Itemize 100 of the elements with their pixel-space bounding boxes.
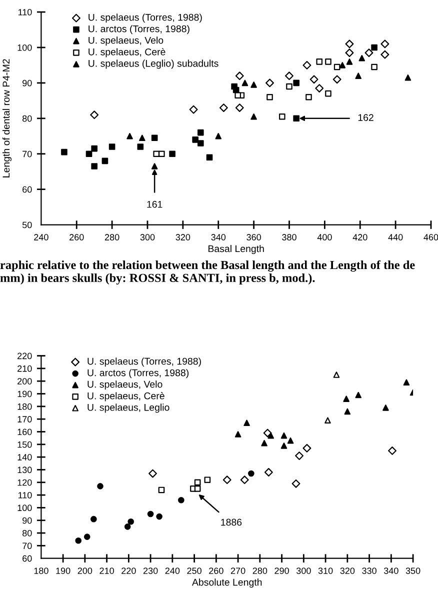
point xyxy=(334,64,340,70)
y-tick-label: 130 xyxy=(18,466,32,474)
point xyxy=(345,40,354,48)
point xyxy=(91,145,98,152)
y-axis-title: Length of dental row P4-M2 xyxy=(2,59,12,178)
point xyxy=(268,432,274,439)
point xyxy=(292,479,300,488)
y-tick-label: 70 xyxy=(22,150,32,158)
point xyxy=(316,58,323,65)
y-tick-label: 210 xyxy=(18,365,32,372)
point xyxy=(355,72,362,79)
text: mm) in bears skulls (by: ROSSI & SANTI, in press b, mod.). xyxy=(0,273,315,285)
point xyxy=(315,84,324,92)
x-tick-label: 230 xyxy=(143,568,158,574)
point xyxy=(371,44,378,51)
x-tick-label: 330 xyxy=(362,568,376,574)
y-tick-label: 220 xyxy=(18,352,32,360)
point xyxy=(197,129,204,136)
x-tick-label: 290 xyxy=(274,568,289,574)
y-tick-label: 190 xyxy=(18,390,32,398)
legend-label: U. spelaeus, Cerè xyxy=(88,48,166,58)
point xyxy=(380,50,390,59)
point xyxy=(325,90,332,97)
y-tick-label: 140 xyxy=(18,454,32,460)
point xyxy=(287,437,294,444)
x-tick-label: 440 xyxy=(388,234,403,240)
point xyxy=(222,476,232,484)
point xyxy=(266,94,273,100)
point xyxy=(235,72,244,80)
point xyxy=(293,115,300,122)
y-tick-label: 60 xyxy=(22,186,32,193)
point xyxy=(264,468,273,476)
point xyxy=(61,148,68,156)
point xyxy=(343,396,350,402)
point xyxy=(279,113,286,120)
point xyxy=(124,524,131,530)
point xyxy=(158,486,165,494)
y-tick-label: 110 xyxy=(18,8,32,16)
point xyxy=(108,144,116,150)
x-tick-label: 210 xyxy=(100,568,114,574)
point xyxy=(126,132,133,140)
legend-label: U. spelaeus (Leglio) subadults xyxy=(88,60,218,69)
y-tick-label: 50 xyxy=(22,222,32,228)
point xyxy=(97,483,104,490)
point xyxy=(84,534,90,540)
x-tick-label: 420 xyxy=(352,234,368,240)
annotation: 162 xyxy=(358,114,374,122)
point xyxy=(302,60,312,70)
y-tick-label: 170 xyxy=(18,416,32,422)
point xyxy=(333,372,340,378)
point xyxy=(286,83,292,90)
point xyxy=(345,48,354,58)
x-tick-label: 340 xyxy=(211,234,226,240)
legend-label: U. arctos (Torres, 1988) xyxy=(88,369,188,378)
x-tick-label: 360 xyxy=(246,234,261,240)
x-tick-label: 300 xyxy=(296,568,311,574)
x-tick-label: 280 xyxy=(252,568,268,574)
point xyxy=(293,80,300,86)
point xyxy=(194,486,201,492)
annotation: 161 xyxy=(147,200,162,208)
x-tick-label: 350 xyxy=(406,568,420,574)
legend-label: U. arctos (Torres, 1988) xyxy=(88,25,190,34)
x-axis-title: Absolute Length xyxy=(192,578,262,588)
point xyxy=(244,420,250,426)
x-tick-label: 200 xyxy=(78,568,92,574)
legend-label: U. spelaeus, Leglio xyxy=(88,404,170,413)
point xyxy=(189,105,198,114)
point xyxy=(156,513,162,520)
y-tick-label: 70 xyxy=(22,542,32,550)
y-tick-label: 90 xyxy=(22,517,32,524)
x-tick-label: 400 xyxy=(317,234,332,240)
point xyxy=(325,58,332,65)
point xyxy=(250,82,257,88)
point xyxy=(344,408,351,415)
point xyxy=(151,134,158,142)
x-tick-label: 180 xyxy=(34,568,48,574)
x-tick-label: 340 xyxy=(384,568,398,574)
point xyxy=(358,54,366,62)
text: raphic relative to the relation between the Basal length and the Length of the de xyxy=(0,260,415,272)
point xyxy=(302,444,312,452)
x-tick-label: 240 xyxy=(165,568,180,574)
point xyxy=(215,132,222,140)
x-tick-label: 220 xyxy=(122,568,136,574)
point xyxy=(280,432,288,439)
point xyxy=(153,150,160,158)
y-tick-label: 90 xyxy=(22,80,32,86)
point xyxy=(90,110,99,120)
point xyxy=(234,431,242,438)
x-tick-label: 260 xyxy=(70,234,84,240)
y-tick-label: 80 xyxy=(22,115,32,122)
point xyxy=(148,469,157,478)
point xyxy=(371,64,378,70)
x-tick-label: 280 xyxy=(104,234,120,240)
point xyxy=(137,144,144,150)
y-tick-label: 180 xyxy=(18,403,32,410)
y-tick-label: 60 xyxy=(22,555,32,562)
legend-label: U. spelaeus, Cerè xyxy=(88,392,164,402)
point xyxy=(235,104,244,112)
legend-label: U. spelaeus (Torres, 1988) xyxy=(88,358,201,367)
point xyxy=(192,136,198,143)
